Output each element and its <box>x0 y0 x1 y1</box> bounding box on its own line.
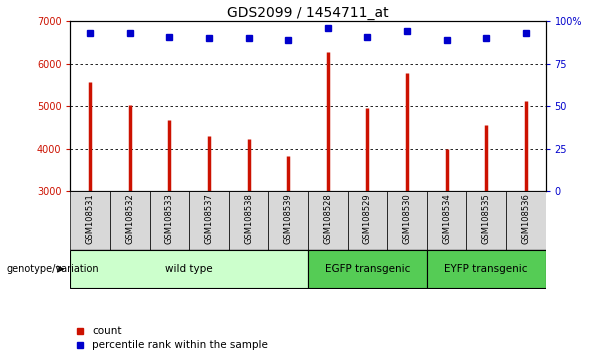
Text: GSM108537: GSM108537 <box>205 193 213 244</box>
Bar <box>308 191 348 250</box>
Text: genotype/variation: genotype/variation <box>6 264 99 274</box>
Text: GSM108535: GSM108535 <box>482 193 490 244</box>
Bar <box>150 191 189 250</box>
Bar <box>506 191 546 250</box>
Text: GSM108529: GSM108529 <box>363 193 372 244</box>
Bar <box>348 191 387 250</box>
Bar <box>427 191 466 250</box>
Title: GDS2099 / 1454711_at: GDS2099 / 1454711_at <box>227 6 389 20</box>
Bar <box>70 250 308 288</box>
Text: GSM108536: GSM108536 <box>521 193 530 244</box>
Text: GSM108539: GSM108539 <box>284 193 293 244</box>
Text: GSM108538: GSM108538 <box>244 193 253 244</box>
Bar <box>189 191 229 250</box>
Text: percentile rank within the sample: percentile rank within the sample <box>92 340 268 350</box>
Bar <box>268 191 308 250</box>
Text: GSM108531: GSM108531 <box>86 193 95 244</box>
Text: GSM108533: GSM108533 <box>165 193 174 244</box>
Bar <box>70 191 110 250</box>
Text: EGFP transgenic: EGFP transgenic <box>325 264 410 274</box>
Bar <box>427 250 546 288</box>
Text: GSM108530: GSM108530 <box>403 193 411 244</box>
Text: wild type: wild type <box>166 264 213 274</box>
Text: GSM108528: GSM108528 <box>323 193 332 244</box>
Bar <box>110 191 150 250</box>
Bar <box>387 191 427 250</box>
Text: count: count <box>92 326 121 336</box>
Bar <box>466 191 506 250</box>
Bar <box>308 250 427 288</box>
Text: EYFP transgenic: EYFP transgenic <box>444 264 528 274</box>
Text: GSM108532: GSM108532 <box>126 193 134 244</box>
Text: GSM108534: GSM108534 <box>442 193 451 244</box>
Bar <box>229 191 268 250</box>
